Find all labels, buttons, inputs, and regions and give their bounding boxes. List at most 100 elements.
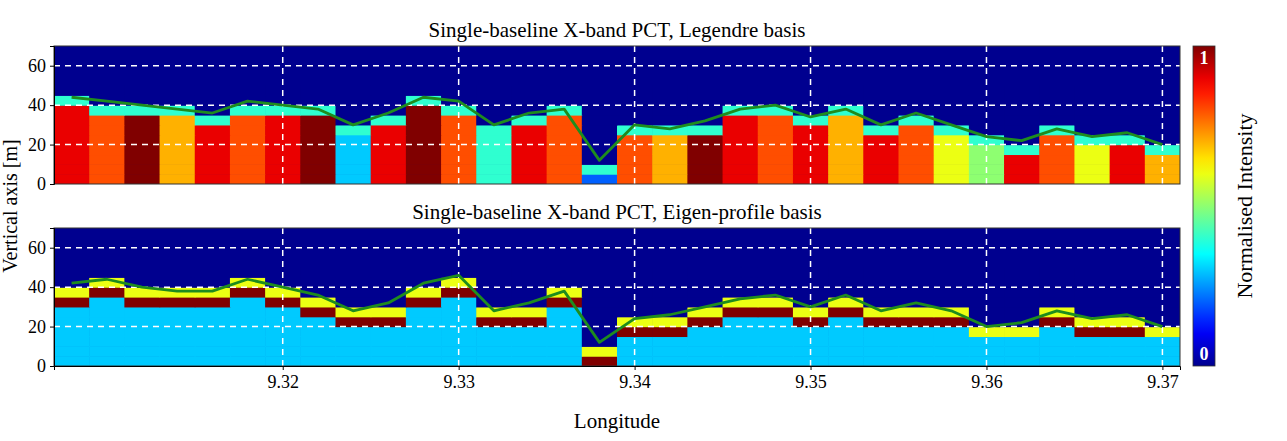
heatmap-cell (652, 336, 688, 346)
heatmap-cell (230, 346, 266, 356)
heatmap-cell (511, 85, 547, 95)
heatmap-cell (1004, 287, 1040, 297)
heatmap-cell (476, 154, 512, 164)
heatmap-cell (582, 174, 618, 184)
heatmap-cell (300, 327, 336, 337)
heatmap-cell (124, 336, 160, 346)
heatmap-cell (547, 277, 583, 287)
x-tick-label: 9.37 (1147, 372, 1179, 392)
heatmap-cell (124, 327, 160, 337)
heatmap-cell (582, 297, 618, 307)
heatmap-cell (195, 115, 231, 125)
grid-line-y (54, 65, 1180, 67)
heatmap-cell (687, 356, 723, 366)
y-tick-mark (50, 66, 54, 67)
heatmap-cell (899, 135, 935, 145)
heatmap-cell (476, 85, 512, 95)
heatmap-cell (89, 115, 125, 125)
y-tick-mark (50, 105, 54, 106)
heatmap-cell (476, 174, 512, 184)
heatmap-cell (89, 317, 125, 327)
x-tick: 9.33 (443, 366, 475, 392)
heatmap-cell (89, 307, 125, 317)
heatmap-cell (899, 164, 935, 174)
heatmap-cell (899, 95, 935, 105)
x-tick-label: 9.36 (971, 372, 1003, 392)
y-axis: 0204060 (28, 47, 55, 195)
heatmap-cell (723, 115, 759, 125)
heatmap-cell (336, 267, 372, 277)
heatmap-cell (1004, 145, 1040, 155)
heatmap-cell (899, 327, 935, 337)
heatmap-cell (1039, 95, 1075, 105)
heatmap-cell (160, 277, 196, 287)
heatmap-cell (195, 317, 231, 327)
heatmap-cell (899, 307, 935, 317)
heatmap-cell (476, 135, 512, 145)
color-bar-tick-label: 1 (1200, 48, 1209, 68)
heatmap-cell (863, 164, 899, 174)
heatmap-cell (687, 336, 723, 346)
heatmap-cell (476, 287, 512, 297)
heatmap-cell (406, 307, 442, 317)
x-tick-mark (635, 366, 636, 370)
heatmap-cell (1039, 174, 1075, 184)
heatmap-cell (54, 356, 90, 366)
heatmap-cell (230, 164, 266, 174)
heatmap-cell (547, 267, 583, 277)
heatmap-cell (300, 125, 336, 135)
y-tick-label: 40 (28, 95, 46, 115)
heatmap-cell (230, 145, 266, 155)
heatmap-cell (1004, 346, 1040, 356)
heatmap-cell (160, 297, 196, 307)
heatmap-cell (476, 317, 512, 327)
grid-line-x (810, 228, 812, 366)
heatmap-cell (1074, 346, 1110, 356)
heatmap-cell (230, 267, 266, 277)
heatmap-cell (723, 145, 759, 155)
y-tick-label: 20 (28, 135, 46, 155)
plot-background (54, 228, 1180, 366)
heatmap-cell (1110, 346, 1146, 356)
heatmap-cell (652, 135, 688, 145)
heatmap-cell (336, 327, 372, 337)
heatmap-cell (89, 85, 125, 95)
heatmap-cell (371, 346, 407, 356)
heatmap-cell (1110, 297, 1146, 307)
heatmap-cell (934, 174, 970, 184)
heatmap-cell (160, 85, 196, 95)
y-axis-line (50, 229, 55, 367)
color-bar-tick-label: 0 (1200, 344, 1209, 364)
heatmap-cell (828, 154, 864, 164)
heatmap-cell (723, 277, 759, 287)
heatmap-cell (828, 135, 864, 145)
heatmap-cell (1004, 267, 1040, 277)
heatmap-cell (934, 287, 970, 297)
heatmap-cell (863, 105, 899, 115)
heatmap-cell (934, 317, 970, 327)
heatmap-cell (230, 85, 266, 95)
heatmap-cell (230, 135, 266, 145)
heatmap-cell (89, 287, 125, 297)
heatmap-cell (300, 145, 336, 155)
heatmap-cell (687, 85, 723, 95)
heatmap-cell (476, 105, 512, 115)
heatmap-cell (652, 287, 688, 297)
heatmap-cell (89, 267, 125, 277)
heatmap-cell (723, 346, 759, 356)
heatmap-cell (1074, 287, 1110, 297)
plot-area (54, 228, 1180, 366)
heatmap-cell (336, 85, 372, 95)
heatmap-cell (124, 346, 160, 356)
heatmap-cell (652, 277, 688, 287)
color-bar-title: Normalised Intensity (1232, 113, 1257, 298)
y-tick: 0 (37, 356, 54, 376)
heatmap-cell (300, 317, 336, 327)
heatmap-cell (723, 336, 759, 346)
heatmap-cell (195, 95, 231, 105)
heatmap-cell (828, 115, 864, 125)
heatmap-cell (476, 267, 512, 277)
heatmap-cell (124, 164, 160, 174)
heatmap-cell (547, 115, 583, 125)
y-tick: 20 (28, 135, 54, 155)
